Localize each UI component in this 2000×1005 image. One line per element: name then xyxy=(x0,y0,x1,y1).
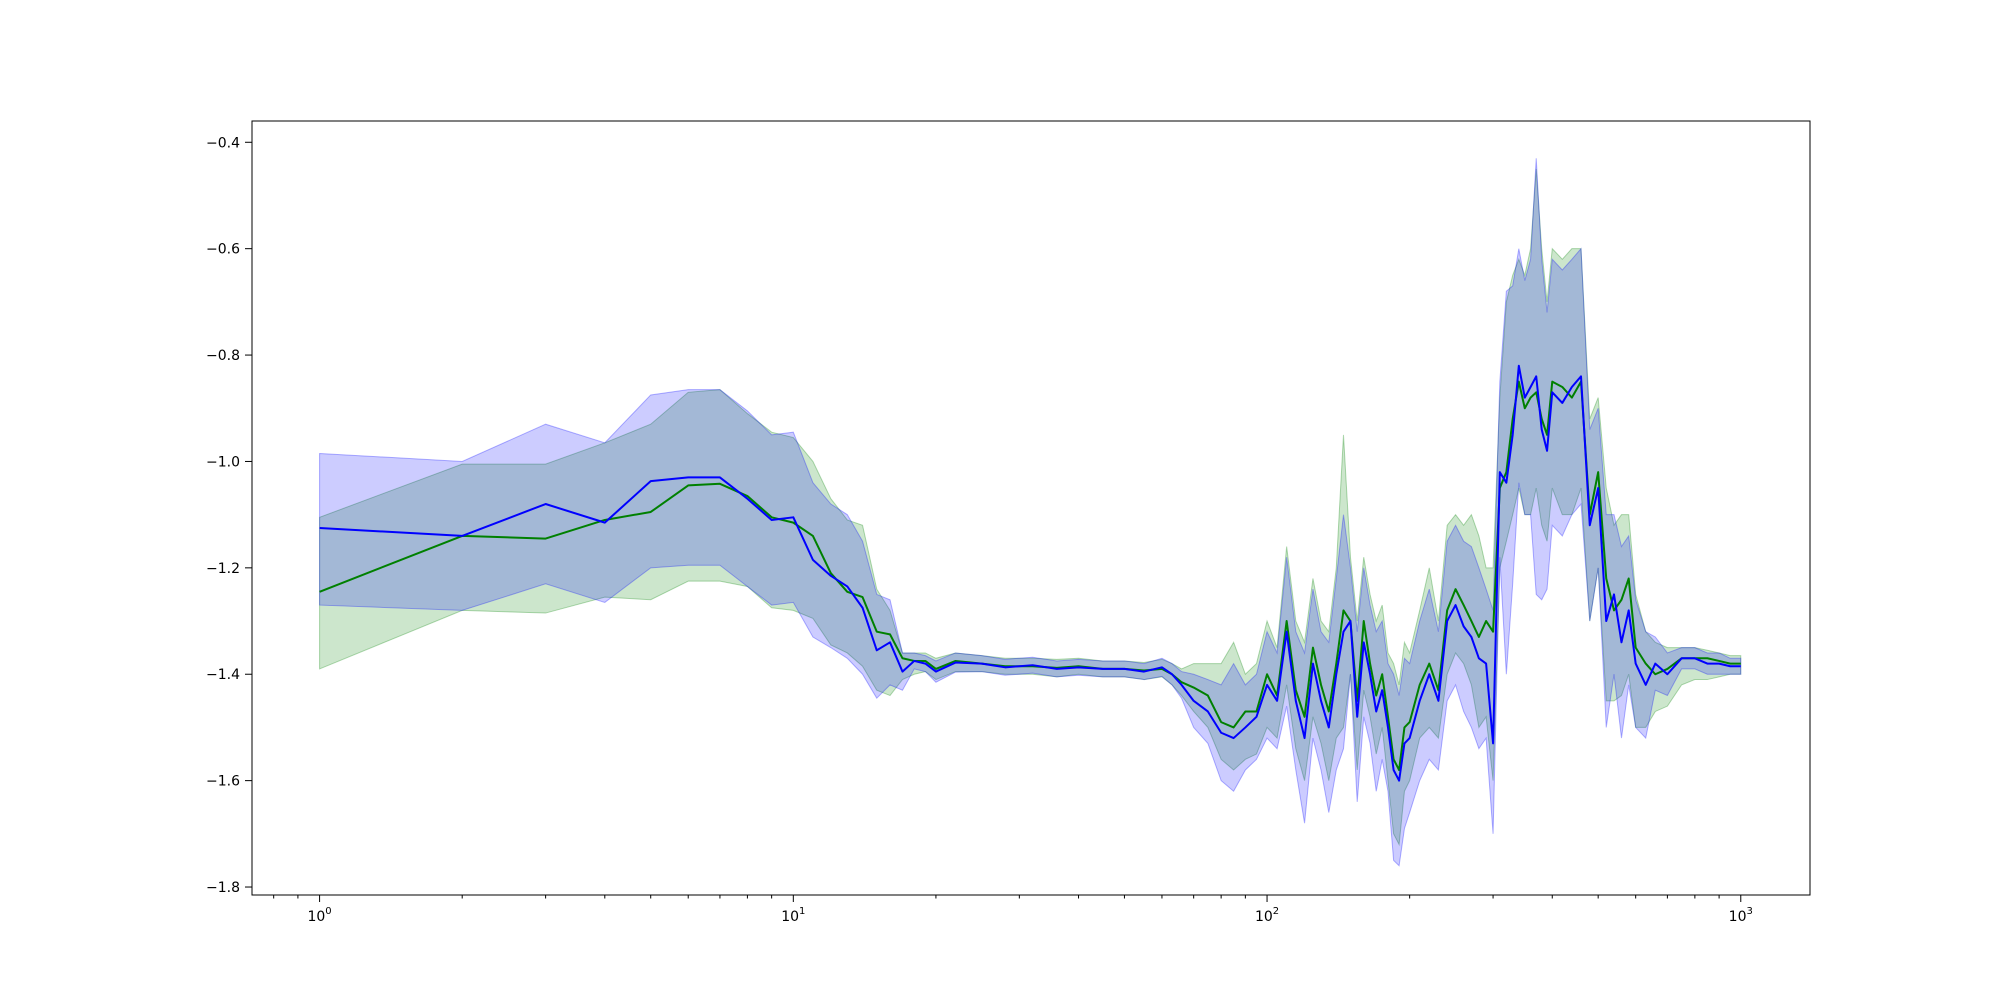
x-axis: 100 101 102 103 xyxy=(273,895,1753,925)
x-tick-label: 103 xyxy=(1729,906,1753,925)
series-lines xyxy=(319,364,1741,782)
y-tick-label: −0.8 xyxy=(206,348,240,364)
x-tick-label: 102 xyxy=(1255,906,1279,925)
plot-frame xyxy=(251,120,1811,896)
y-tick-label: −1.4 xyxy=(206,667,240,683)
y-tick-label: −1.6 xyxy=(206,774,240,790)
y-tick-label: −0.4 xyxy=(206,135,240,151)
band-green xyxy=(319,168,1742,847)
y-tick-label: −1.2 xyxy=(206,561,240,577)
series-line-blue xyxy=(319,364,1741,782)
x-tick-label: 101 xyxy=(781,906,805,925)
y-tick-label: −1.0 xyxy=(206,454,240,470)
band-blue xyxy=(319,158,1742,867)
y-axis: −1.8 −1.6 −1.4 −1.2 −1.0 −0.8 −0.6 −0.4 xyxy=(206,135,252,896)
x-tick-label: 100 xyxy=(307,906,331,925)
confidence-bands xyxy=(319,158,1742,867)
y-tick-label: −0.6 xyxy=(206,242,240,258)
y-tick-label: −1.8 xyxy=(206,880,240,896)
